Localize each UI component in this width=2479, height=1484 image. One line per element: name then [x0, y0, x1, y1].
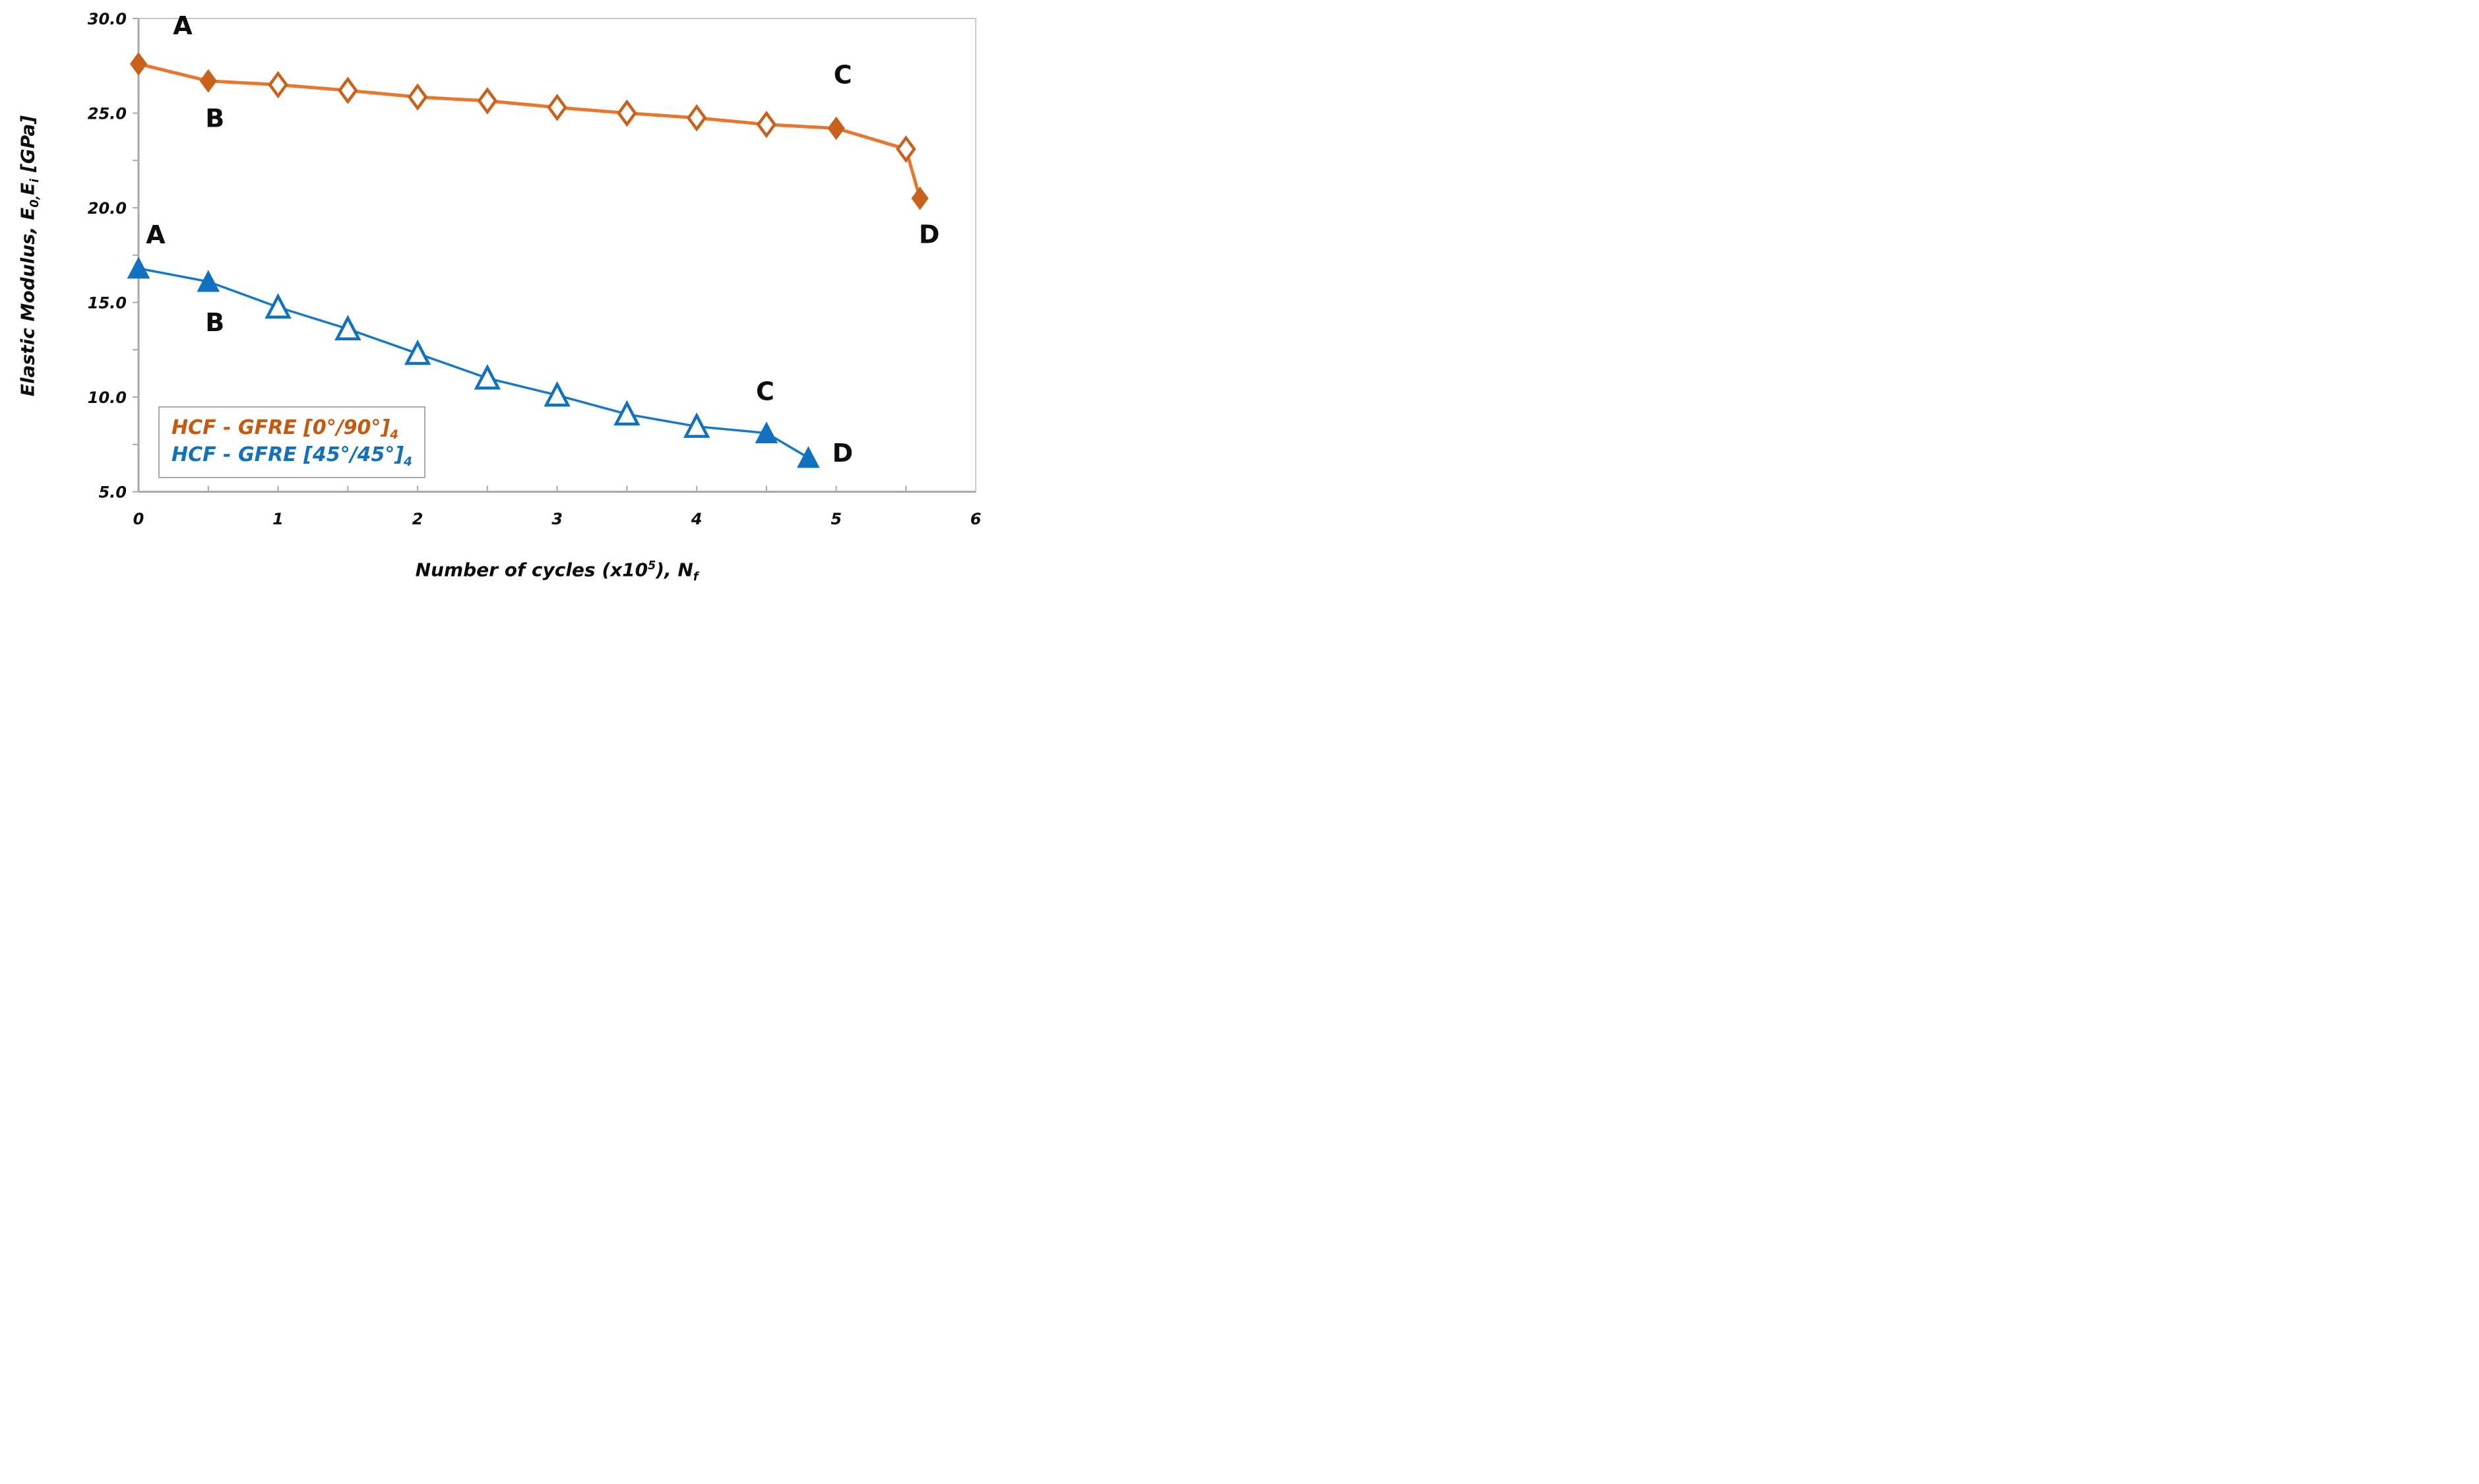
point-label-C: C — [834, 60, 852, 89]
legend-item-0-90: HCF - GFRE [0°/90°]4 — [172, 416, 399, 442]
diamond-marker-filled — [199, 69, 217, 93]
point-label-D: D — [832, 439, 854, 468]
diamond-marker-open — [686, 104, 707, 132]
diamond-marker-filled — [911, 186, 929, 210]
diamond-marker-open — [756, 110, 777, 139]
y-axis-title: Elastic Modulus, E0,Ei [GPa] — [16, 115, 42, 397]
x-tick-label: 1 — [272, 510, 284, 528]
diamond-marker-open — [338, 77, 358, 104]
y-tick-label: 20.0 — [88, 199, 127, 218]
x-tick-label: 6 — [970, 510, 982, 528]
y-tick-label: 10.0 — [88, 388, 127, 407]
x-tick-label: 0 — [133, 510, 144, 528]
x-tick-label: 5 — [831, 510, 842, 528]
diamond-marker-filled — [129, 52, 148, 76]
x-tick-label: 3 — [551, 510, 563, 528]
triangle-marker-open — [683, 412, 710, 438]
diamond-marker-filled — [827, 116, 845, 140]
triangle-marker-filled — [197, 270, 220, 292]
point-label-A: A — [173, 11, 193, 40]
chart-svg: 30.0 25.0 20.0 15.0 10.0 5.0 0 1 2 3 4 5 6 A B C D A B C D — [88, 10, 982, 528]
diamond-marker-open — [896, 135, 916, 163]
point-label-C: C — [756, 377, 774, 406]
diamond-marker-open — [547, 94, 567, 121]
triangle-marker-filled — [127, 257, 150, 279]
triangle-marker-open — [334, 315, 361, 340]
diamond-marker-open — [407, 83, 428, 111]
diamond-marker-open — [268, 71, 288, 99]
diamond-marker-open — [477, 87, 498, 115]
y-tick-label: 30.0 — [88, 10, 127, 28]
point-label-A: A — [146, 220, 166, 249]
triangle-marker-open — [613, 400, 641, 426]
triangle-marker-open — [404, 339, 431, 365]
triangle-marker-filled — [755, 421, 778, 444]
triangle-marker-open — [544, 381, 571, 407]
triangle-marker-filled — [797, 446, 820, 468]
legend: HCF - GFRE [0°/90°]4 HCF - GFRE [45°/45°… — [158, 406, 425, 478]
x-axis-title: Number of cycles (x105), Nf — [415, 559, 699, 584]
point-label-B: B — [205, 308, 224, 337]
point-label-D: D — [919, 220, 940, 249]
fatigue-modulus-chart: 30.0 25.0 20.0 15.0 10.0 5.0 0 1 2 3 4 5 6 A B C D A B C D E… — [0, 0, 991, 594]
y-tick-label: 25.0 — [88, 105, 127, 123]
x-tick-label: 4 — [691, 510, 703, 528]
point-label-B: B — [205, 104, 224, 133]
triangle-marker-open — [474, 364, 501, 390]
triangle-marker-open — [265, 293, 292, 319]
y-tick-label: 15.0 — [88, 294, 127, 313]
diamond-marker-open — [617, 99, 637, 127]
x-tick-label: 2 — [412, 510, 424, 528]
legend-item-45-45: HCF - GFRE [45°/45°]4 — [172, 443, 412, 470]
y-tick-label: 5.0 — [98, 483, 127, 502]
